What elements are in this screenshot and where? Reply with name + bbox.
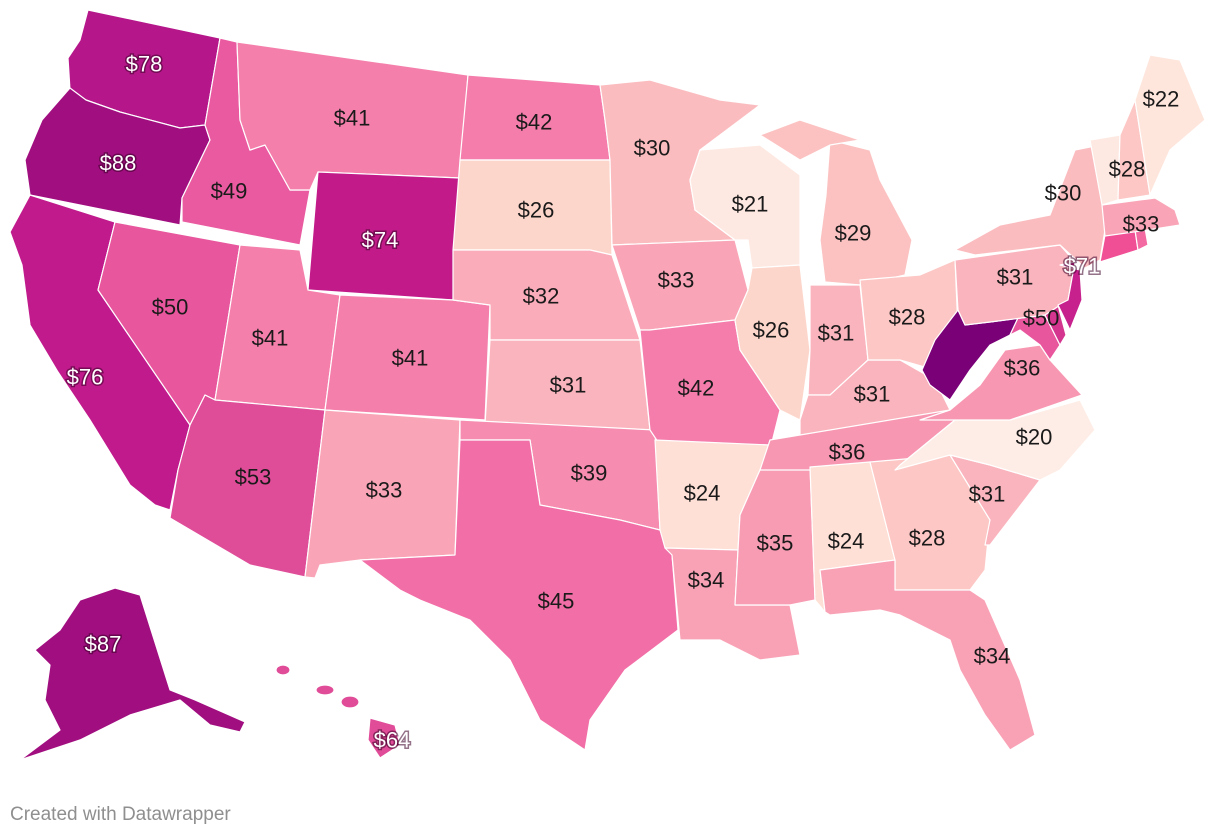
value-label-ms: $35 [757, 531, 794, 556]
labels-layer: $78 $88 $76 $49 $50 $41 $74 $41 $53 $41 $33 $42 $26 $… [65, 50, 1180, 754]
value-label-co: $41 [392, 346, 429, 371]
value-label-nd: $42 [516, 110, 553, 135]
value-label-pa: $31 [997, 265, 1034, 290]
value-label-la: $34 [688, 568, 725, 593]
state-alaska[interactable] [19, 587, 246, 761]
value-label-nj: $71 [1064, 254, 1101, 279]
value-label-ia: $33 [658, 268, 695, 293]
value-label-hi: $64 [374, 728, 411, 753]
states-layer [9, 9, 1206, 761]
value-label-sc: $31 [969, 482, 1006, 507]
value-label-ga: $28 [909, 526, 946, 551]
state-illinois[interactable] [734, 264, 811, 421]
value-label-nv: $50 [152, 295, 189, 320]
state-wisconsin[interactable] [689, 144, 801, 269]
value-label-ny: $30 [1045, 181, 1082, 206]
value-label-ok: $39 [571, 461, 608, 486]
value-label-ky: $31 [854, 382, 891, 407]
value-label-ut: $41 [252, 326, 289, 351]
state-massachusetts[interactable] [1101, 197, 1181, 237]
value-label-ne: $32 [523, 284, 560, 309]
state-maine[interactable] [1134, 54, 1206, 196]
state-new-mexico[interactable] [304, 409, 461, 579]
state-hawaii-oahu[interactable] [315, 684, 335, 696]
value-label-al: $24 [828, 529, 865, 554]
value-label-mt: $41 [334, 106, 371, 131]
state-florida[interactable] [819, 559, 1036, 751]
state-michigan[interactable] [819, 139, 913, 286]
value-label-nm: $33 [366, 478, 403, 503]
value-label-wy: $74 [362, 228, 399, 253]
value-label-sd: $26 [518, 198, 555, 223]
value-label-oh: $28 [889, 305, 926, 330]
value-label-ar: $24 [684, 481, 721, 506]
state-pennsylvania[interactable] [954, 244, 1076, 326]
value-label-mi: $29 [835, 221, 872, 246]
value-label-or: $88 [100, 151, 137, 176]
value-label-il: $26 [753, 318, 790, 343]
value-label-md: $50 [1023, 306, 1060, 331]
state-hawaii-big-island[interactable] [367, 717, 401, 759]
value-label-az: $53 [235, 465, 272, 490]
state-colorado[interactable] [324, 294, 491, 421]
value-label-ks: $31 [550, 373, 587, 398]
state-new-jersey[interactable] [1057, 261, 1083, 331]
value-label-id: $49 [211, 179, 248, 204]
value-label-tn: $36 [829, 440, 866, 465]
value-label-nc: $20 [1016, 425, 1053, 450]
value-label-wa: $78 [126, 52, 163, 77]
value-label-in: $31 [818, 321, 855, 346]
value-label-tx: $45 [538, 589, 575, 614]
datawrapper-credit[interactable]: Created with Datawrapper [10, 804, 231, 825]
value-label-ma: $33 [1123, 212, 1160, 237]
value-label-ca: $76 [67, 365, 104, 390]
state-michigan-upper-peninsula[interactable] [759, 119, 861, 161]
value-label-wi: $21 [732, 192, 769, 217]
value-label-me: $22 [1143, 87, 1180, 112]
state-hawaii-kauai[interactable] [275, 664, 291, 676]
us-choropleth-map: $78 $88 $76 $49 $50 $41 $74 $41 $53 $41 $33 $42 $26 $… [9, 9, 1206, 761]
value-label-ak: $87 [85, 632, 122, 657]
state-hawaii-maui[interactable] [340, 695, 360, 709]
value-label-mn: $30 [634, 136, 671, 161]
state-hawaii-islands [275, 664, 401, 759]
value-label-va: $36 [1004, 356, 1041, 381]
state-texas[interactable] [359, 439, 679, 751]
value-label-mo: $42 [678, 376, 715, 401]
value-label-nh: $28 [1109, 157, 1146, 182]
value-label-fl: $34 [974, 644, 1011, 669]
